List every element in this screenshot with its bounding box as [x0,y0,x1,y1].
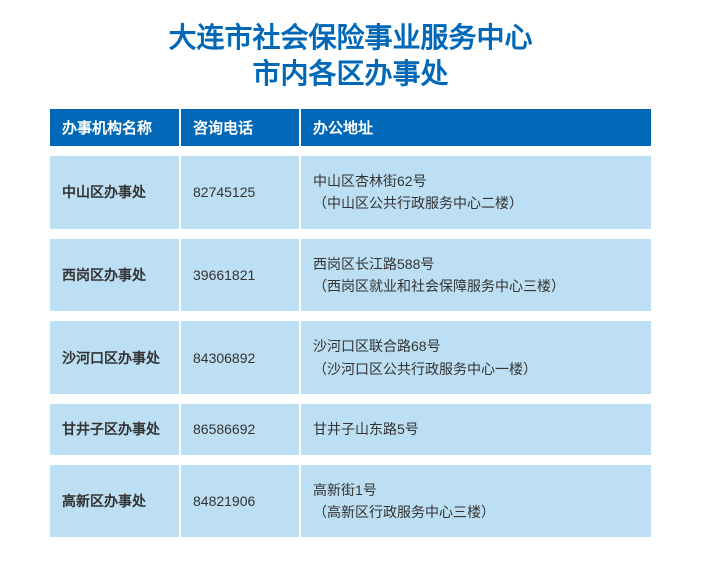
address-line-1: 沙河口区联合路68号 [313,338,441,354]
table-row: 中山区办事处82745125 中山区杏林街62号 （中山区公共行政服务中心二楼） [50,156,651,229]
col-header-address: 办公地址 [300,109,651,146]
cell-address: 西岗区长江路588号 （西岗区就业和社会保障服务中心三楼） [300,239,651,312]
cell-address: 高新街1号 （高新区行政服务中心三楼） [300,465,651,538]
spacer-row [50,229,651,239]
cell-address: 沙河口区联合路68号 （沙河口区公共行政服务中心一楼） [300,321,651,394]
address-line-1: 中山区杏林街62号 [313,173,427,189]
table-row: 沙河口区办事处84306892 沙河口区联合路68号 （沙河口区公共行政服务中心一楼… [50,321,651,394]
cell-phone: 84821906 [180,465,300,538]
address-line-2: （中山区公共行政服务中心二楼） [313,195,523,211]
cell-phone: 86586692 [180,404,300,454]
title-line-1: 大连市社会保险事业服务中心 [168,22,532,53]
spacer-row [50,455,651,465]
address-line-1: 甘井子山东路5号 [313,421,419,437]
cell-office-name: 甘井子区办事处 [50,404,180,454]
table-row: 高新区办事处84821906 高新街1号 （高新区行政服务中心三楼） [50,465,651,538]
title-line-2: 市内各区办事处 [252,58,448,89]
spacer-row [50,394,651,404]
col-header-name: 办事机构名称 [50,109,180,146]
page-title: 大连市社会保险事业服务中心 市内各区办事处 [50,20,651,93]
address-line-2: （沙河口区公共行政服务中心一楼） [313,361,537,377]
address-line-2: （西岗区就业和社会保障服务中心三楼） [313,278,565,294]
table-row: 西岗区办事处39661821 西岗区长江路588号 （西岗区就业和社会保障服务中心三… [50,239,651,312]
table-body: 办事机构名称 咨询电话 办公地址 中山区办事处82745125中山区杏林街62号… [50,109,651,538]
table-header-row: 办事机构名称 咨询电话 办公地址 [50,109,651,146]
cell-office-name: 中山区办事处 [50,156,180,229]
address-line-1: 西岗区长江路588号 [313,256,434,272]
cell-office-name: 沙河口区办事处 [50,321,180,394]
table-row: 甘井子区办事处86586692 甘井子山东路5号 [50,404,651,454]
cell-office-name: 西岗区办事处 [50,239,180,312]
cell-phone: 39661821 [180,239,300,312]
offices-table: 办事机构名称 咨询电话 办公地址 中山区办事处82745125中山区杏林街62号… [50,109,651,538]
cell-office-name: 高新区办事处 [50,465,180,538]
cell-address: 甘井子山东路5号 [300,404,651,454]
cell-phone: 84306892 [180,321,300,394]
col-header-phone: 咨询电话 [180,109,300,146]
cell-address: 中山区杏林街62号 （中山区公共行政服务中心二楼） [300,156,651,229]
spacer-row [50,146,651,156]
cell-phone: 82745125 [180,156,300,229]
address-line-2: （高新区行政服务中心三楼） [313,504,495,520]
address-line-1: 高新街1号 [313,482,377,498]
spacer-row [50,311,651,321]
